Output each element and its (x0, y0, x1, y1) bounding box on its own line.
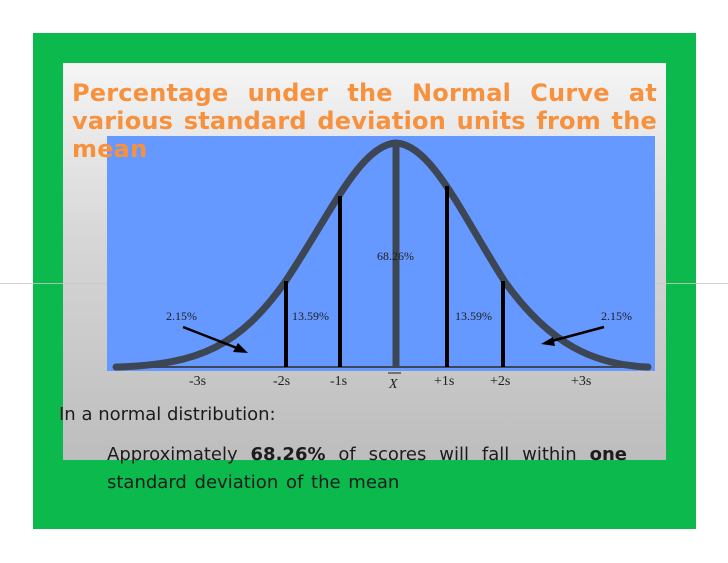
percent-label-center: 68.26% (377, 249, 414, 263)
axis-label-minus-3s: -3s (189, 374, 206, 389)
axis-label-plus-3s: +3s (571, 374, 591, 389)
left-tail-arrow (182, 325, 243, 352)
left-tail-arrowhead (233, 343, 248, 353)
bullet-percent: 68.26% (250, 444, 326, 465)
bullet-prefix: Approximately (107, 444, 238, 465)
right-tail-arrowhead (541, 337, 555, 346)
slide-title: Percentage under the Normal Curve at var… (72, 79, 657, 163)
axis-label-plus-2s: +2s (490, 374, 510, 389)
percent-label-right-inner: 13.59% (455, 309, 492, 323)
bullet-suffix: standard deviation of the mean (107, 472, 400, 493)
right-tail-arrow (547, 325, 605, 344)
axis-label-plus-1s: +1s (434, 374, 454, 389)
percent-label-right-tail: 2.15% (601, 309, 632, 323)
axis-label-minus-1s: -1s (330, 374, 347, 389)
axis-label-minus-2s: -2s (273, 374, 290, 389)
percent-label-left-tail: 2.15% (166, 309, 197, 323)
bullet-middle: of scores will fall within (338, 444, 577, 465)
percent-label-left-inner: 13.59% (292, 309, 329, 323)
bullet-text: Approximately 68.26% of scores will fall… (107, 441, 627, 497)
axis-label-mean: X (388, 377, 398, 392)
bullet-emphasis-one: one (589, 444, 627, 465)
intro-text: In a normal distribution: (59, 404, 276, 425)
